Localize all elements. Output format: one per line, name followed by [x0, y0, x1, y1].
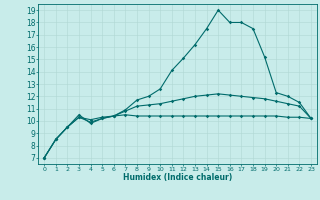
X-axis label: Humidex (Indice chaleur): Humidex (Indice chaleur) — [123, 173, 232, 182]
